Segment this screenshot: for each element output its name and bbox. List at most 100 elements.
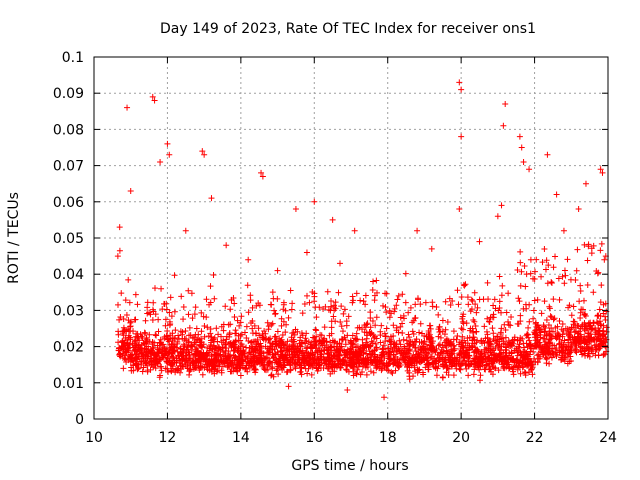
scatter-cloud-point bbox=[399, 291, 406, 298]
scatter-cloud-point bbox=[502, 334, 509, 341]
scatter-cloud-point bbox=[177, 345, 184, 352]
scatter-cloud-point bbox=[444, 319, 451, 326]
y-tick-label: 0.08 bbox=[53, 122, 84, 138]
scatter-cloud-point bbox=[449, 350, 456, 357]
scatter-cloud-point bbox=[147, 347, 154, 354]
x-tick-label: 14 bbox=[232, 430, 250, 446]
scatter-cloud-point bbox=[518, 268, 525, 275]
scatter-cloud-point bbox=[377, 339, 384, 346]
scatter-cloud-point bbox=[211, 334, 218, 341]
scatter-cloud-point bbox=[525, 324, 532, 331]
scatter-cloud-point bbox=[171, 335, 178, 342]
scatter-cloud-point bbox=[311, 298, 318, 305]
scatter-cloud-point bbox=[359, 362, 366, 369]
scatter-cloud-point bbox=[514, 349, 521, 356]
scatter-cloud-point bbox=[152, 365, 159, 372]
scatter-cloud-point bbox=[444, 364, 451, 371]
scatter-cloud-point bbox=[419, 369, 426, 376]
scatter-cloud-point bbox=[220, 321, 227, 328]
scatter-point bbox=[597, 166, 604, 173]
scatter-cloud-point bbox=[548, 279, 555, 286]
scatter-cloud-point bbox=[459, 339, 466, 346]
scatter-cloud-point bbox=[394, 296, 401, 303]
scatter-cloud-point bbox=[137, 358, 144, 365]
scatter-cloud-point bbox=[485, 344, 492, 351]
scatter-cloud-point bbox=[324, 288, 331, 295]
scatter-cloud-point bbox=[308, 345, 315, 352]
scatter-cloud-point bbox=[246, 364, 253, 371]
scatter-cloud-point bbox=[373, 335, 380, 342]
scatter-cloud-point bbox=[373, 277, 380, 284]
scatter-cloud-point bbox=[377, 328, 384, 335]
scatter-point bbox=[502, 101, 509, 108]
scatter-cloud-point bbox=[362, 364, 369, 371]
scatter-cloud-point bbox=[380, 351, 387, 358]
x-tick-label: 18 bbox=[379, 430, 397, 446]
scatter-cloud-point bbox=[546, 336, 553, 343]
scatter-cloud-point bbox=[299, 310, 306, 317]
scatter-cloud-point bbox=[566, 302, 573, 309]
scatter-cloud-point bbox=[219, 344, 226, 351]
scatter-cloud-point bbox=[433, 372, 440, 379]
scatter-cloud-point bbox=[185, 339, 192, 346]
scatter-cloud-point bbox=[366, 329, 373, 336]
scatter-cloud-point bbox=[400, 336, 407, 343]
scatter-cloud-point bbox=[372, 322, 379, 329]
scatter-cloud-point bbox=[289, 354, 296, 361]
scatter-point bbox=[149, 93, 156, 100]
scatter-cloud-point bbox=[248, 346, 255, 353]
scatter-cloud-point bbox=[232, 347, 239, 354]
scatter-cloud-point bbox=[340, 310, 347, 317]
scatter-cloud-point bbox=[379, 345, 386, 352]
scatter-cloud-point bbox=[485, 354, 492, 361]
scatter-cloud-point bbox=[429, 360, 436, 367]
scatter-cloud-point bbox=[402, 270, 409, 277]
scatter-cloud-point bbox=[469, 357, 476, 364]
scatter-cloud-point bbox=[399, 320, 406, 327]
scatter-cloud-point bbox=[469, 344, 476, 351]
scatter-cloud-point bbox=[477, 377, 484, 384]
scatter-cloud-point bbox=[138, 361, 145, 368]
scatter-cloud-point bbox=[585, 241, 592, 248]
scatter-cloud-point bbox=[498, 292, 505, 299]
scatter-cloud-point bbox=[349, 340, 356, 347]
grid bbox=[94, 57, 608, 419]
scatter-cloud-point bbox=[325, 358, 332, 365]
scatter-cloud-point bbox=[250, 351, 257, 358]
scatter-cloud-point bbox=[534, 332, 541, 339]
scatter-cloud-point bbox=[160, 341, 167, 348]
scatter-cloud-point bbox=[308, 371, 315, 378]
scatter-cloud-point bbox=[587, 338, 594, 345]
scatter-cloud-point bbox=[525, 334, 532, 341]
scatter-cloud-point bbox=[598, 322, 605, 329]
scatter-cloud-point bbox=[510, 371, 517, 378]
scatter-cloud-point bbox=[593, 319, 600, 326]
scatter-cloud-point bbox=[298, 339, 305, 346]
scatter-cloud-point bbox=[498, 335, 505, 342]
scatter-cloud-point bbox=[435, 311, 442, 318]
scatter-cloud-point bbox=[367, 309, 374, 316]
scatter-cloud-point bbox=[281, 344, 288, 351]
scatter-cloud-point bbox=[314, 367, 321, 374]
scatter-cloud-point bbox=[286, 343, 293, 350]
scatter-cloud-point bbox=[175, 332, 182, 339]
scatter-cloud-point bbox=[353, 344, 360, 351]
scatter-cloud-point bbox=[577, 288, 584, 295]
scatter-cloud-point bbox=[369, 286, 376, 293]
scatter-cloud-point bbox=[243, 323, 250, 330]
scatter-cloud-point bbox=[374, 361, 381, 368]
scatter-cloud-point bbox=[502, 327, 509, 334]
scatter-cloud-point bbox=[155, 316, 162, 323]
scatter-cloud-point bbox=[380, 348, 387, 355]
scatter-cloud-point bbox=[115, 301, 122, 308]
scatter-cloud-point bbox=[461, 357, 468, 364]
scatter-point bbox=[237, 372, 244, 379]
x-tick-label: 22 bbox=[526, 430, 544, 446]
scatter-cloud-point bbox=[161, 344, 168, 351]
scatter-cloud-point bbox=[152, 331, 159, 338]
scatter-cloud-point bbox=[252, 345, 259, 352]
scatter-cloud-point bbox=[134, 364, 141, 371]
scatter-cloud-point bbox=[156, 339, 163, 346]
scatter-cloud-point bbox=[266, 349, 273, 356]
scatter-cloud-point bbox=[265, 360, 272, 367]
